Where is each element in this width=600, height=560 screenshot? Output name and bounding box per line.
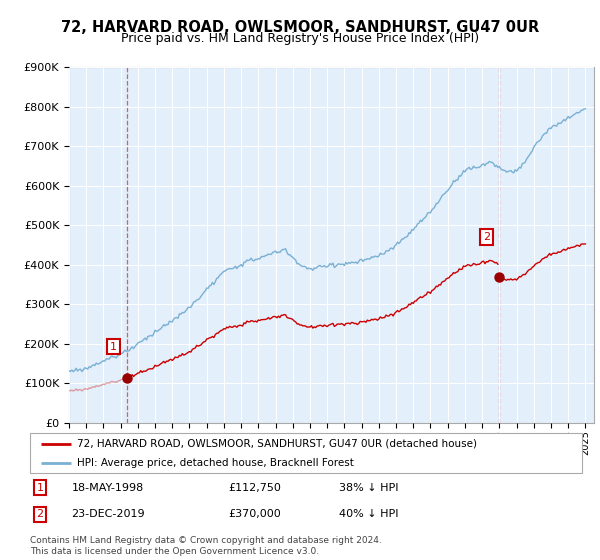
Text: £112,750: £112,750 — [229, 483, 281, 493]
Text: 2: 2 — [483, 232, 490, 242]
Text: Contains HM Land Registry data © Crown copyright and database right 2024.
This d: Contains HM Land Registry data © Crown c… — [30, 536, 382, 556]
Text: 38% ↓ HPI: 38% ↓ HPI — [339, 483, 398, 493]
Bar — [69, 67, 127, 423]
Text: 18-MAY-1998: 18-MAY-1998 — [71, 483, 143, 493]
FancyBboxPatch shape — [30, 433, 582, 473]
Bar — [127, 67, 499, 423]
Text: Price paid vs. HM Land Registry's House Price Index (HPI): Price paid vs. HM Land Registry's House … — [121, 32, 479, 45]
Text: 23-DEC-2019: 23-DEC-2019 — [71, 509, 145, 519]
Text: 2: 2 — [37, 509, 43, 519]
Bar — [499, 67, 594, 423]
Text: 1: 1 — [37, 483, 43, 493]
Text: 1: 1 — [110, 342, 117, 352]
Text: 40% ↓ HPI: 40% ↓ HPI — [339, 509, 398, 519]
Text: 72, HARVARD ROAD, OWLSMOOR, SANDHURST, GU47 0UR: 72, HARVARD ROAD, OWLSMOOR, SANDHURST, G… — [61, 20, 539, 35]
Text: £370,000: £370,000 — [229, 509, 281, 519]
Text: 72, HARVARD ROAD, OWLSMOOR, SANDHURST, GU47 0UR (detached house): 72, HARVARD ROAD, OWLSMOOR, SANDHURST, G… — [77, 439, 477, 449]
Text: HPI: Average price, detached house, Bracknell Forest: HPI: Average price, detached house, Brac… — [77, 458, 354, 468]
